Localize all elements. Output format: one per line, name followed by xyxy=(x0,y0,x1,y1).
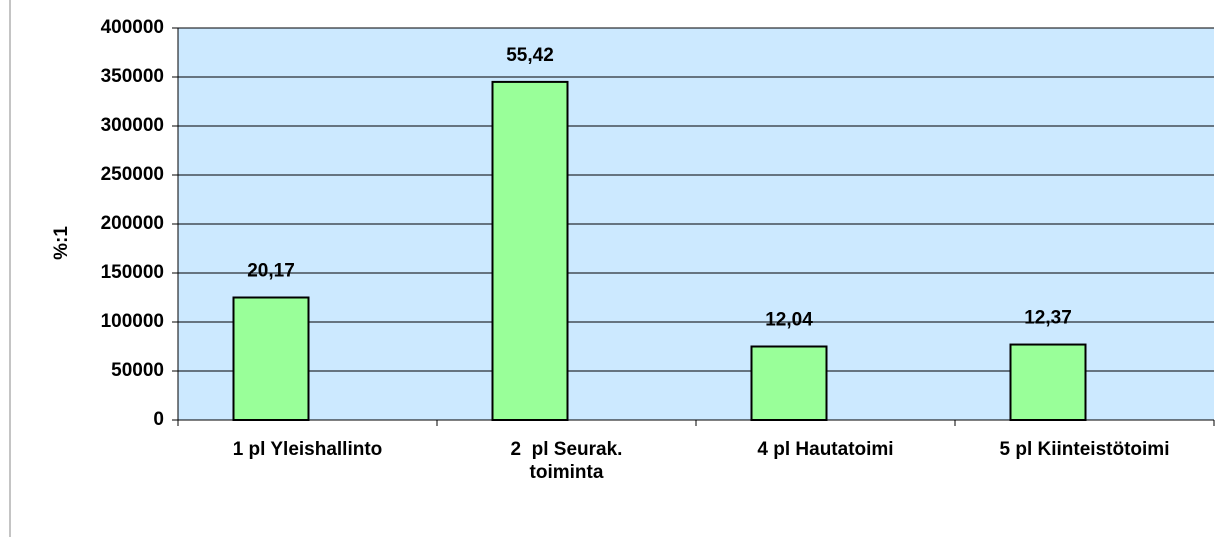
y-tick-label: 200000 xyxy=(101,213,164,234)
y-tick-label: 50000 xyxy=(111,360,164,381)
x-tick-label: 4 pl Hautatoimi xyxy=(757,439,894,460)
data-label: 20,17 xyxy=(247,261,295,282)
y-tick-label: 300000 xyxy=(101,115,164,136)
x-tick-label: 2 pl Seurak. toiminta xyxy=(510,439,628,483)
data-label: 55,42 xyxy=(506,45,554,66)
bar xyxy=(232,296,310,421)
x-tick-label: 1 pl Yleishallinto xyxy=(232,439,383,460)
y-tick-label: 0 xyxy=(153,409,164,430)
data-label: 12,37 xyxy=(1024,308,1072,329)
y-tick-label: 400000 xyxy=(101,17,164,38)
bar xyxy=(750,345,828,421)
y-axis-label: %:1 xyxy=(51,226,72,260)
y-tick-label: 350000 xyxy=(101,66,164,87)
y-tick-label: 250000 xyxy=(101,164,164,185)
y-tick-label: 150000 xyxy=(101,262,164,283)
x-tick-label: 5 pl Kiinteistötoimi xyxy=(999,439,1170,460)
bar xyxy=(1009,343,1087,422)
bar xyxy=(491,80,569,422)
y-tick-label: 100000 xyxy=(101,311,164,332)
data-label: 12,04 xyxy=(765,310,813,331)
